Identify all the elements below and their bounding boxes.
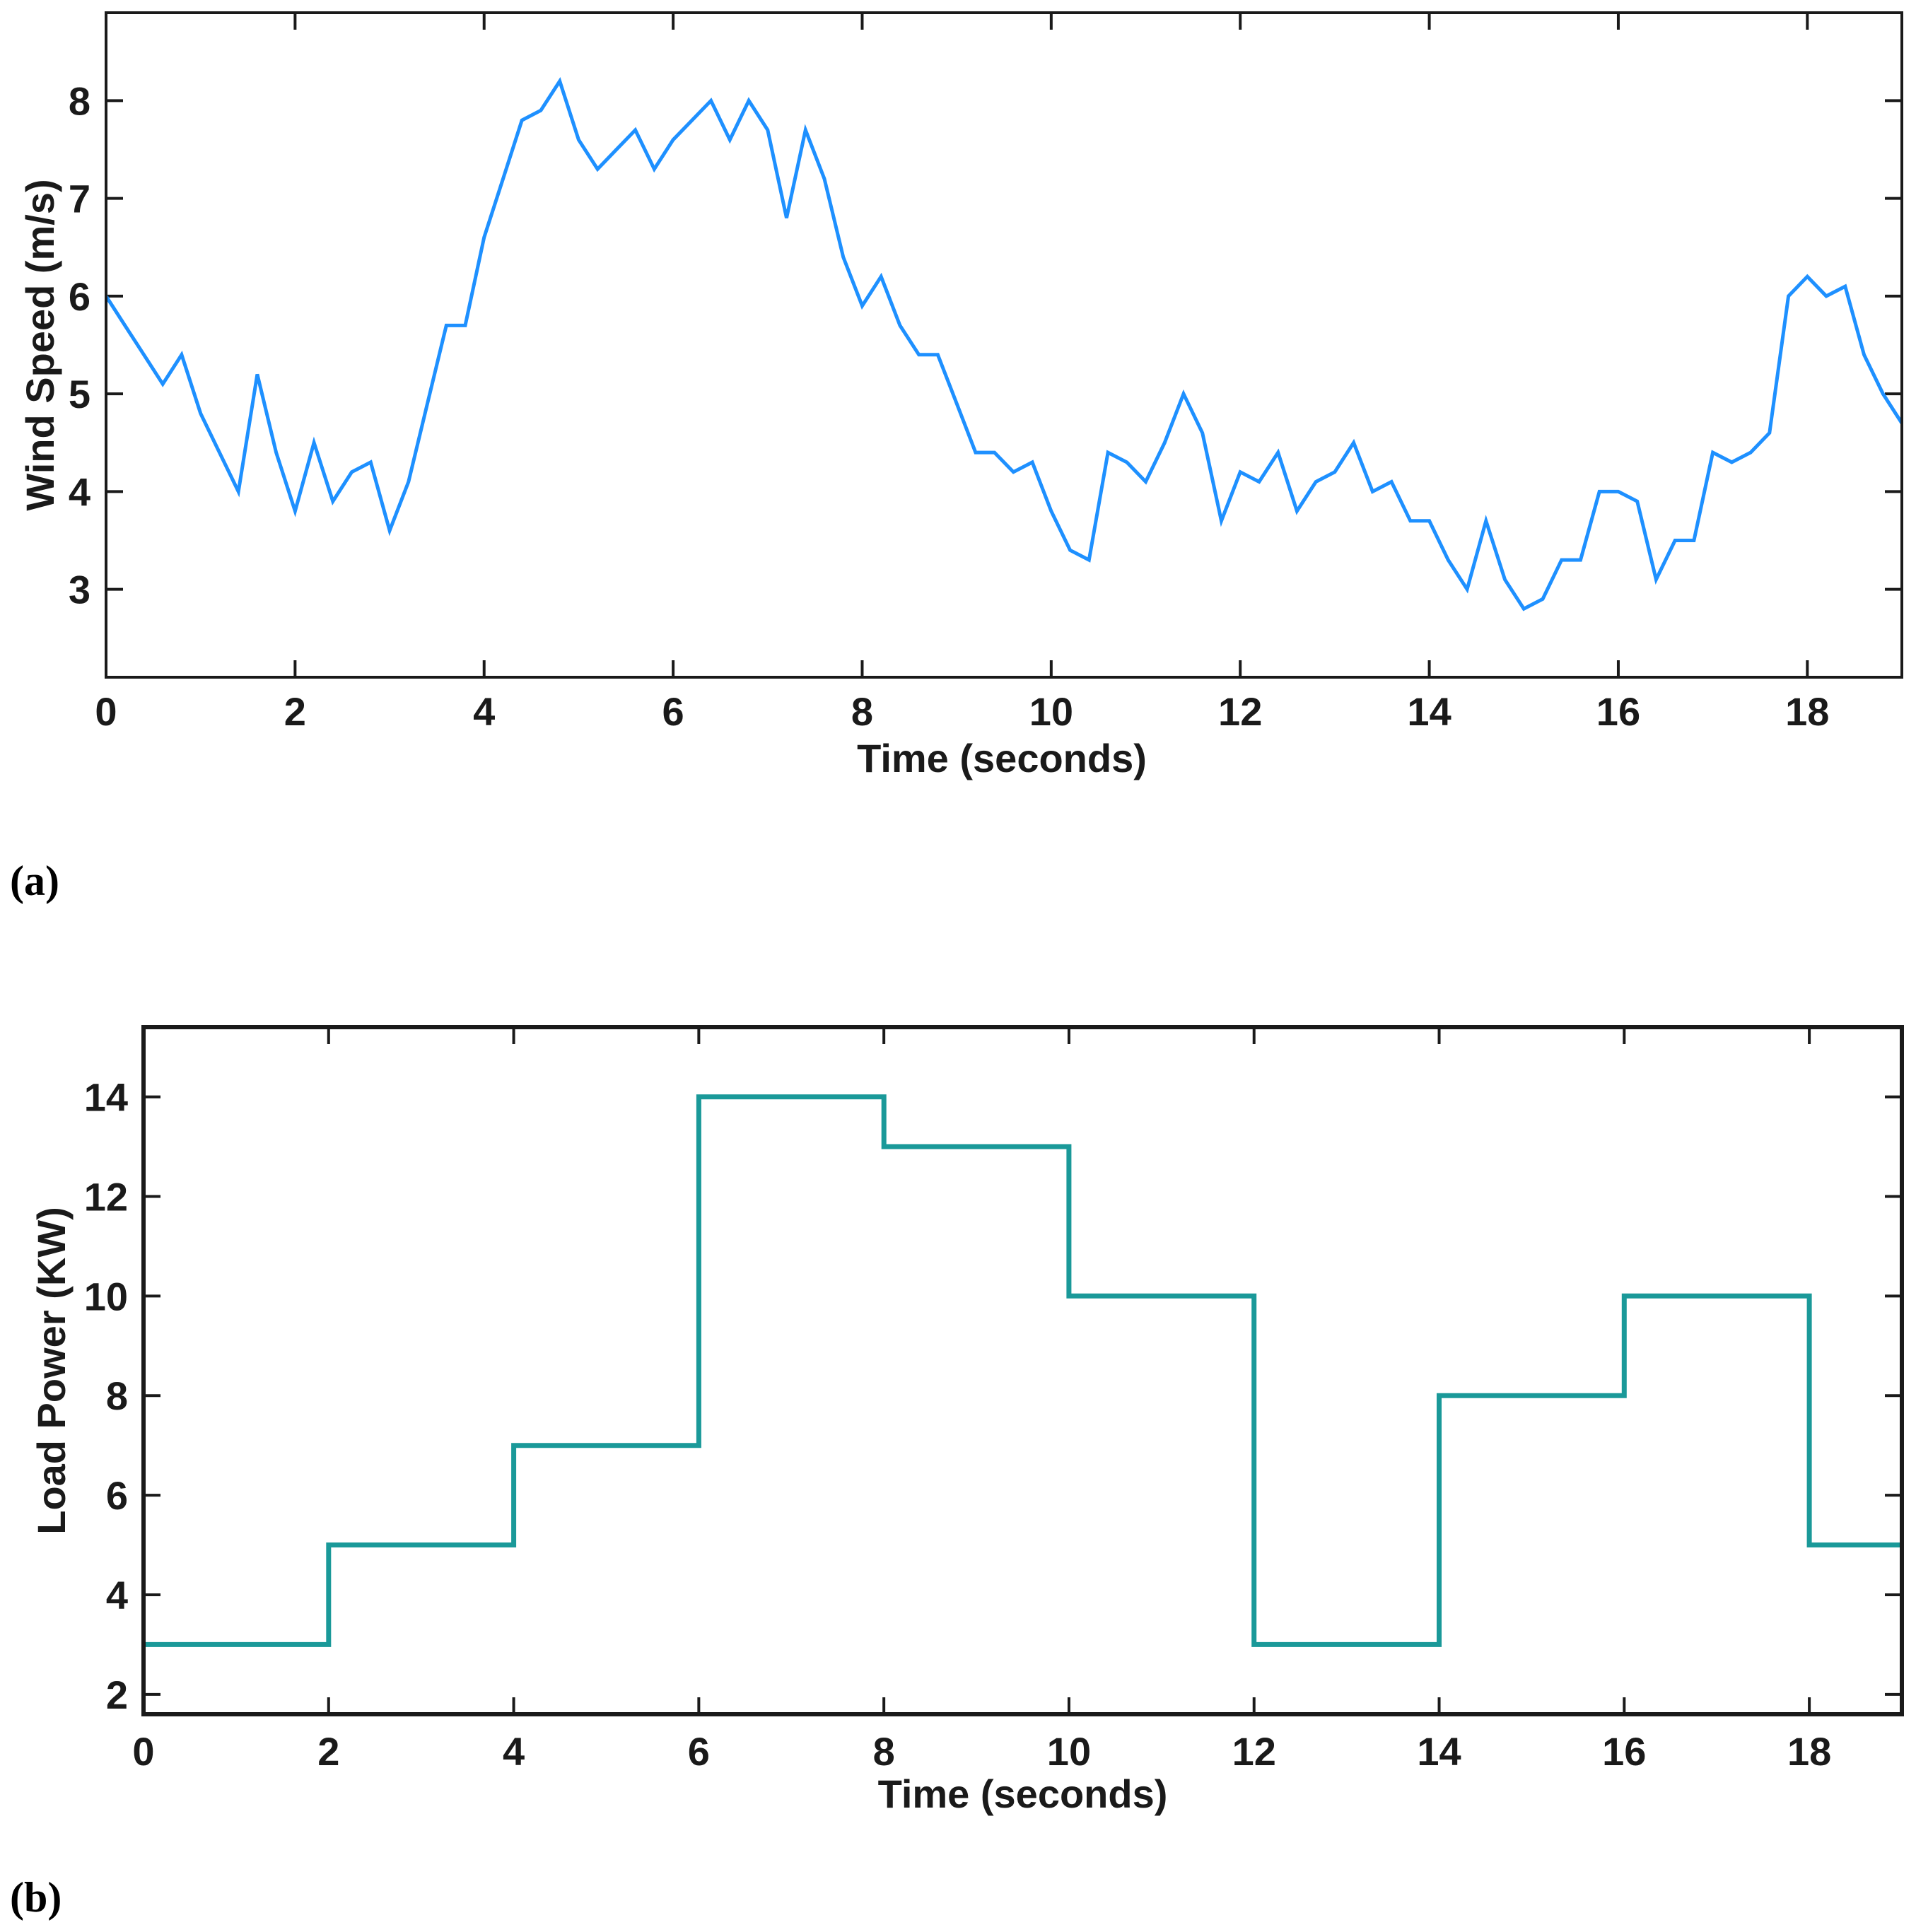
x-axis-label: Time (seconds) [857,736,1147,780]
x-tick-label: 16 [1596,689,1640,734]
y-tick-label: 8 [69,78,90,123]
y-tick-label: 2 [106,1673,128,1717]
x-tick-label: 12 [1232,1729,1276,1774]
x-tick-label: 18 [1787,1729,1831,1774]
x-tick-label: 10 [1047,1729,1091,1774]
plot-frame [105,11,1903,679]
panel-label-b: (b) [10,1874,62,1921]
x-tick-label: 10 [1029,689,1073,734]
x-tick-label: 0 [95,689,117,734]
y-axis-label: Load Power (KW) [29,1207,74,1535]
y-tick-label: 12 [84,1174,128,1219]
plot-frame [141,1025,1904,1716]
y-tick-label: 14 [84,1075,128,1120]
y-tick-label: 10 [84,1274,128,1318]
x-tick-label: 18 [1785,689,1829,734]
y-tick-label: 3 [69,568,90,612]
x-tick-label: 2 [317,1729,339,1774]
x-tick-label: 8 [873,1729,895,1774]
series-line [104,77,1904,611]
y-tick-label: 5 [69,372,90,416]
x-tick-label: 2 [284,689,306,734]
x-tick-label: 8 [851,689,873,734]
y-tick-label: 6 [106,1473,128,1518]
y-tick-label: 4 [106,1573,128,1617]
y-tick-label: 7 [69,177,90,221]
x-tick-label: 16 [1602,1729,1646,1774]
x-tick-label: 12 [1218,689,1262,734]
x-axis-label: Time (seconds) [878,1772,1168,1816]
y-tick-label: 8 [106,1374,128,1418]
x-tick-label: 0 [132,1729,154,1774]
x-tick-label: 6 [688,1729,710,1774]
x-tick-label: 4 [473,689,495,734]
x-tick-label: 4 [503,1729,525,1774]
x-tick-label: 6 [662,689,684,734]
y-tick-label: 6 [69,274,90,319]
panel-label-a: (a) [10,857,59,904]
series-line [144,1094,1902,1647]
x-tick-label: 14 [1417,1729,1461,1774]
y-axis-label: Wind Speed (m/s) [18,179,62,510]
x-tick-label: 14 [1407,689,1451,734]
y-tick-label: 4 [69,469,90,514]
